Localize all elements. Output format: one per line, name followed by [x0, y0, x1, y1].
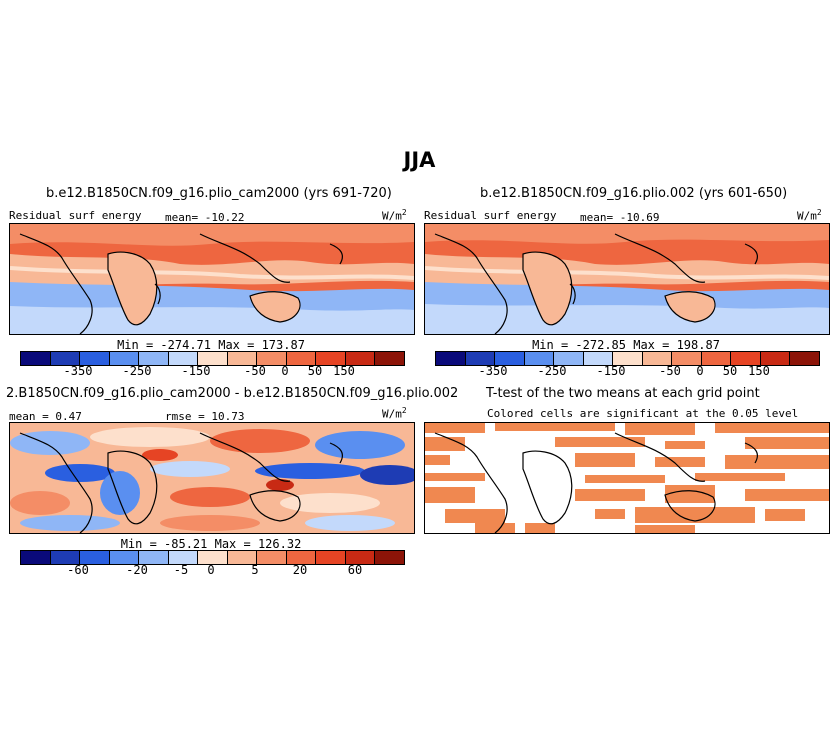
cbar-swatch	[375, 551, 404, 564]
cbar-tick: -250	[123, 364, 152, 378]
cbar-tick: 150	[333, 364, 355, 378]
cbar-tick: -350	[479, 364, 508, 378]
panel2-minmax: Min = -272.85 Max = 198.87	[424, 338, 828, 352]
cbar-tick: -150	[182, 364, 211, 378]
cbar-swatch	[257, 551, 287, 564]
cbar-swatch	[316, 551, 346, 564]
cbar-tick: 0	[696, 364, 703, 378]
cbar-tick: 0	[281, 364, 288, 378]
cbar-tick: 20	[293, 563, 307, 577]
cbar-tick: 5	[251, 563, 258, 577]
panel4-title: T-test of the two means at each grid poi…	[486, 386, 760, 401]
cbar-tick: 50	[308, 364, 322, 378]
cbar-tick: -350	[64, 364, 93, 378]
cbar-swatch	[375, 352, 404, 365]
panel2-units: W/m2	[797, 208, 822, 223]
cbar-swatch	[21, 551, 51, 564]
panel3-minmax: Min = -85.21 Max = 126.32	[9, 537, 413, 551]
cbar-tick: -50	[244, 364, 266, 378]
cbar-tick: -150	[597, 364, 626, 378]
panel2-title: b.e12.B1850CN.f09_g16.plio.002 (yrs 601-…	[480, 186, 787, 201]
cbar-swatch	[21, 352, 51, 365]
cbar-tick: -60	[67, 563, 89, 577]
panel1-field	[10, 224, 414, 334]
panel3-field	[10, 423, 414, 533]
panel1-title: b.e12.B1850CN.f09_g16.plio_cam2000 (yrs …	[46, 186, 392, 201]
cbar-tick: -20	[126, 563, 148, 577]
cbar-tick: -250	[538, 364, 567, 378]
cbar-swatch	[790, 352, 819, 365]
panel4-subtitle: Colored cells are significant at the 0.0…	[487, 407, 798, 420]
cbar-tick: 150	[748, 364, 770, 378]
cbar-tick: 0	[207, 563, 214, 577]
panel1-map	[9, 223, 415, 335]
panel1-var-label: Residual surf energy	[9, 209, 141, 222]
panel1-units: W/m2	[382, 208, 407, 223]
cbar-tick: -50	[659, 364, 681, 378]
figure-title: JJA	[0, 148, 839, 172]
panel2-var-label: Residual surf energy	[424, 209, 556, 222]
panel3-map	[9, 422, 415, 534]
cbar-tick: 50	[723, 364, 737, 378]
panel3-title: 2.B1850CN.f09_g16.plio_cam2000 - b.e12.B…	[6, 386, 458, 401]
panel2-map	[424, 223, 830, 335]
panel3-units: W/m2	[382, 406, 407, 421]
cbar-tick: 60	[348, 563, 362, 577]
cbar-swatch	[436, 352, 466, 365]
panel4-map	[424, 422, 830, 534]
panel1-minmax: Min = -274.71 Max = 173.87	[9, 338, 413, 352]
cbar-tick: -5	[174, 563, 188, 577]
panel4-field	[425, 423, 829, 533]
panel2-field	[425, 224, 829, 334]
